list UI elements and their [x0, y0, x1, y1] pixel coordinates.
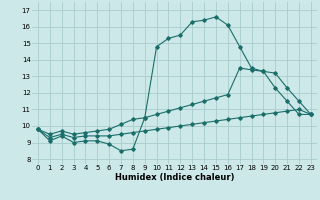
X-axis label: Humidex (Indice chaleur): Humidex (Indice chaleur): [115, 173, 234, 182]
